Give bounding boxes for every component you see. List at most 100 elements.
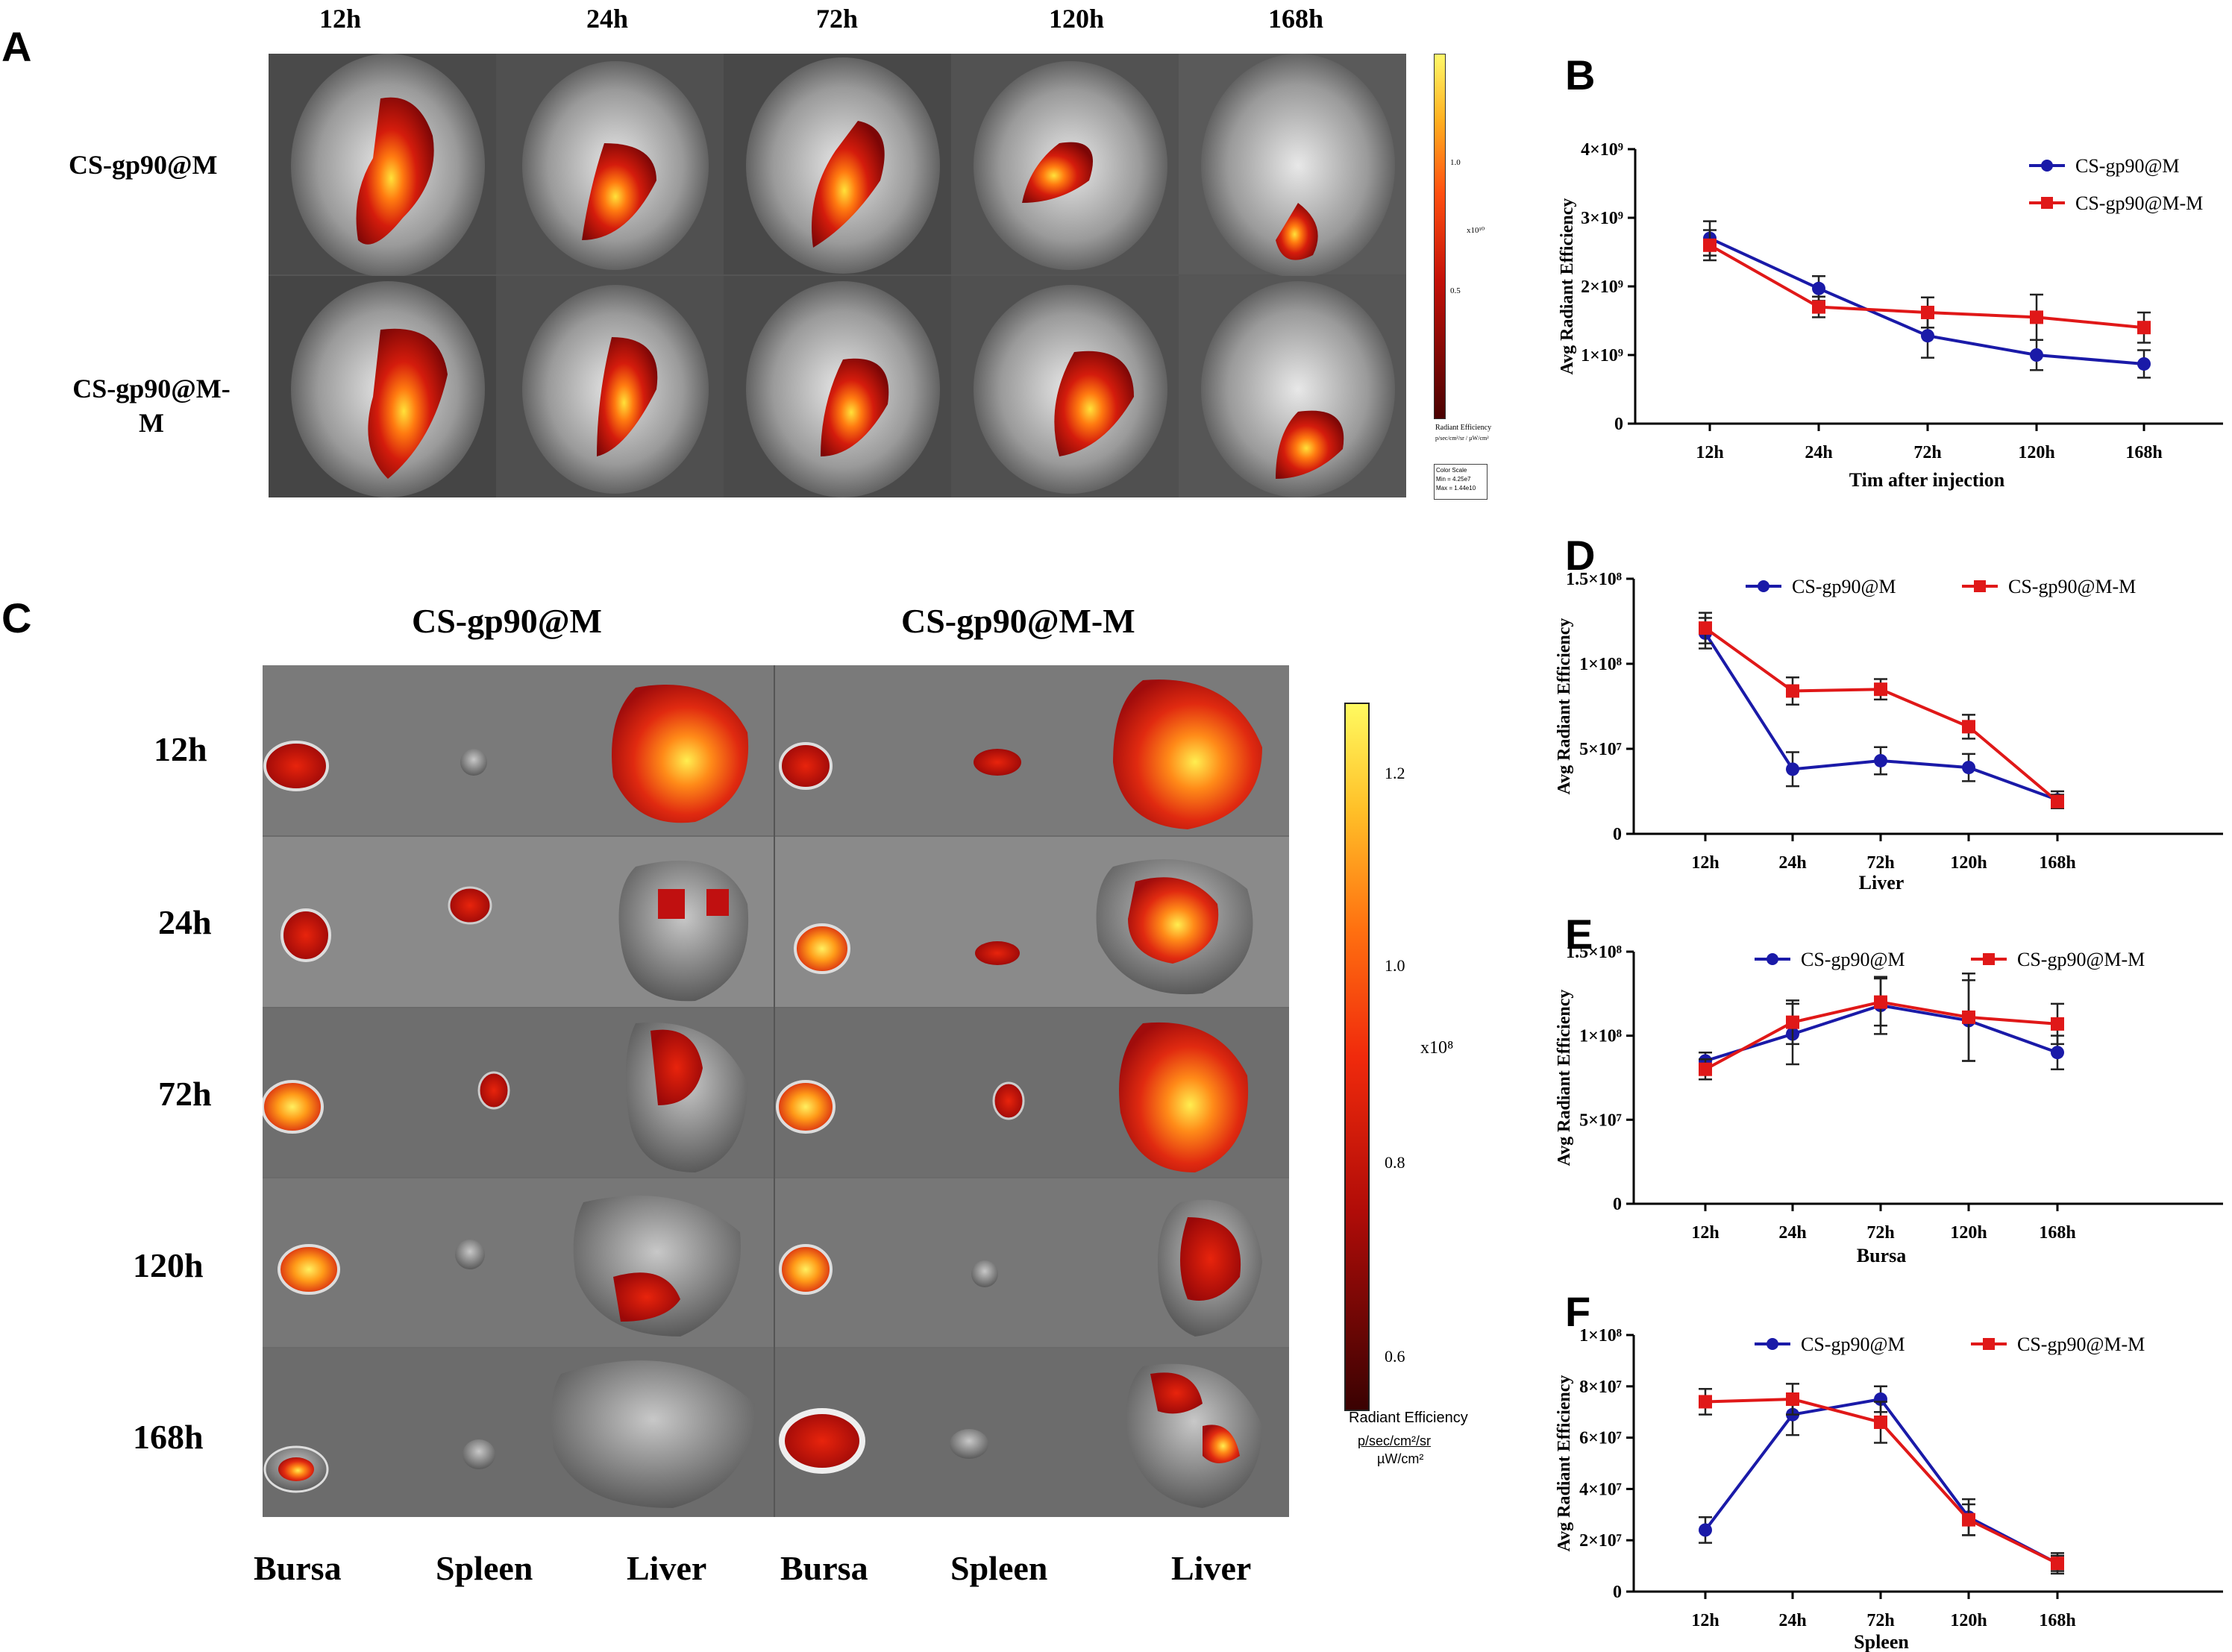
data-point bbox=[1786, 762, 1799, 776]
data-point bbox=[1962, 1513, 1975, 1527]
legend-label: CS-gp90@M bbox=[1792, 576, 1896, 597]
data-point bbox=[2137, 321, 2151, 335]
y-axis-label: Avg Radiant Efficiency bbox=[1558, 198, 1577, 375]
colorbar-c-tick-4: 0.6 bbox=[1385, 1347, 1405, 1366]
data-point bbox=[1786, 1027, 1799, 1041]
data-point bbox=[1699, 1523, 1712, 1537]
x-tick-label: 24h bbox=[1805, 443, 1832, 462]
mouse-imaging-svg bbox=[269, 54, 1406, 497]
data-point bbox=[1962, 720, 1975, 734]
legend-marker bbox=[1767, 1338, 1778, 1350]
time-label-c-120h: 120h bbox=[133, 1246, 204, 1284]
organ-label-liver-2: Liver bbox=[1171, 1549, 1252, 1587]
legend-marker bbox=[2041, 160, 2053, 172]
x-tick-label: 120h bbox=[2018, 443, 2054, 462]
x-tick-label: 168h bbox=[2125, 443, 2162, 462]
panel-label-f: F bbox=[1565, 1288, 1591, 1335]
time-label-a-24h: 24h bbox=[586, 4, 629, 34]
row-label-a-1: CS-gp90@M bbox=[69, 150, 218, 180]
x-tick-label: 24h bbox=[1778, 853, 1806, 873]
legend-label: CS-gp90@M-M bbox=[2008, 576, 2136, 597]
data-point bbox=[1786, 684, 1799, 698]
series-line bbox=[1705, 1004, 2058, 1063]
series-2: CS-gp90@M-M bbox=[1699, 949, 2145, 1081]
colorbar-a-tick-1: 1.0 bbox=[1450, 158, 1461, 167]
x-tick-label: 72h bbox=[1913, 443, 1941, 462]
data-point bbox=[1699, 621, 1712, 635]
time-label-c-24h: 24h bbox=[158, 903, 212, 941]
data-point bbox=[1786, 1015, 1799, 1029]
data-point bbox=[1699, 1054, 1712, 1068]
y-tick-label: 0 bbox=[1614, 415, 1623, 434]
time-label-a-12h: 12h bbox=[319, 4, 362, 34]
data-point bbox=[2051, 794, 2064, 808]
series-line bbox=[1705, 1397, 2058, 1565]
series-2: CS-gp90@M-M bbox=[1699, 1334, 2145, 1572]
x-tick-label: 120h bbox=[1950, 1223, 1987, 1243]
y-tick-label: 2×10⁷ bbox=[1579, 1531, 1622, 1551]
data-point bbox=[1812, 281, 1825, 295]
x-axis-label: Spleen bbox=[1854, 1631, 1909, 1652]
x-tick-label: 72h bbox=[1866, 1611, 1894, 1630]
colorbar-c-units-den: µW/cm² bbox=[1377, 1451, 1424, 1466]
organ-imaging-grid bbox=[263, 665, 1289, 1517]
data-point bbox=[2051, 1017, 2064, 1031]
data-point bbox=[1786, 1407, 1799, 1422]
data-point bbox=[1962, 761, 1975, 775]
y-tick-label: 3×10⁹ bbox=[1581, 209, 1623, 228]
data-point bbox=[1699, 626, 1712, 640]
legend-label: CS-gp90@M bbox=[1801, 1334, 1905, 1355]
x-tick-label: 12h bbox=[1691, 1611, 1719, 1630]
panel-label-b: B bbox=[1565, 51, 1596, 98]
data-point bbox=[1874, 999, 1887, 1013]
time-label-a-120h: 120h bbox=[1049, 4, 1105, 34]
data-point bbox=[1812, 300, 1825, 314]
series-line bbox=[1704, 1397, 2058, 1565]
mouse-imaging-grid bbox=[269, 54, 1406, 497]
mouse-row-1 bbox=[269, 54, 1406, 277]
x-tick-label: 24h bbox=[1778, 1223, 1806, 1243]
time-label-c-168h: 168h bbox=[133, 1418, 204, 1456]
x-tick-label: 120h bbox=[1950, 853, 1987, 873]
data-point bbox=[2051, 1557, 2064, 1571]
y-axis-label: Avg Radiant Efficiency bbox=[1555, 618, 1574, 795]
series-line bbox=[1709, 244, 2145, 330]
data-point bbox=[1699, 1395, 1712, 1409]
row-label-a-2: CS-gp90@M-M bbox=[72, 374, 231, 438]
data-point bbox=[1921, 329, 1934, 343]
data-point bbox=[1874, 1415, 1887, 1429]
data-point bbox=[2051, 1046, 2064, 1060]
data-point bbox=[1874, 682, 1887, 697]
colorbar-a-units: p/sec/cm²/sr / µW/cm² bbox=[1435, 435, 1489, 442]
data-point bbox=[1786, 1392, 1799, 1406]
panel-label-e: E bbox=[1565, 911, 1593, 958]
legend-marker bbox=[1983, 1338, 1995, 1350]
legend-marker bbox=[1758, 580, 1769, 592]
y-tick-label: 5×10⁷ bbox=[1579, 740, 1622, 759]
organ-label-spleen-2: Spleen bbox=[950, 1549, 1048, 1587]
data-point bbox=[1874, 753, 1887, 767]
x-tick-label: 12h bbox=[1691, 853, 1719, 873]
y-tick-label: 1×10⁹ bbox=[1581, 346, 1623, 365]
y-tick-label: 1×10⁸ bbox=[1579, 1027, 1622, 1046]
organ-imaging-svg bbox=[263, 665, 1289, 1517]
data-point bbox=[2051, 1557, 2064, 1571]
time-label-a-168h: 168h bbox=[1268, 4, 1324, 34]
time-label-c-12h: 12h bbox=[154, 730, 207, 768]
colorbar-c-title: Radiant Efficiency bbox=[1349, 1410, 1468, 1426]
y-tick-label: 1×10⁸ bbox=[1579, 655, 1622, 674]
data-point bbox=[2030, 310, 2043, 324]
organ-label-bursa-1: Bursa bbox=[254, 1549, 342, 1587]
mouse-row-2 bbox=[269, 276, 1406, 497]
colorscale-box-min: Min = 4.25e7 bbox=[1436, 476, 1471, 483]
data-point bbox=[2030, 348, 2043, 362]
x-axis-label: Liver bbox=[1859, 872, 1905, 893]
series-1: CS-gp90@M bbox=[1699, 1334, 2064, 1575]
group-label-c-1: CS-gp90@M bbox=[412, 602, 602, 640]
colorscale-box-max: Max = 1.44e10 bbox=[1436, 485, 1476, 491]
y-tick-label: 6×10⁷ bbox=[1579, 1429, 1622, 1448]
x-tick-label: 24h bbox=[1778, 1611, 1806, 1630]
y-tick-label: 0 bbox=[1613, 1583, 1622, 1602]
